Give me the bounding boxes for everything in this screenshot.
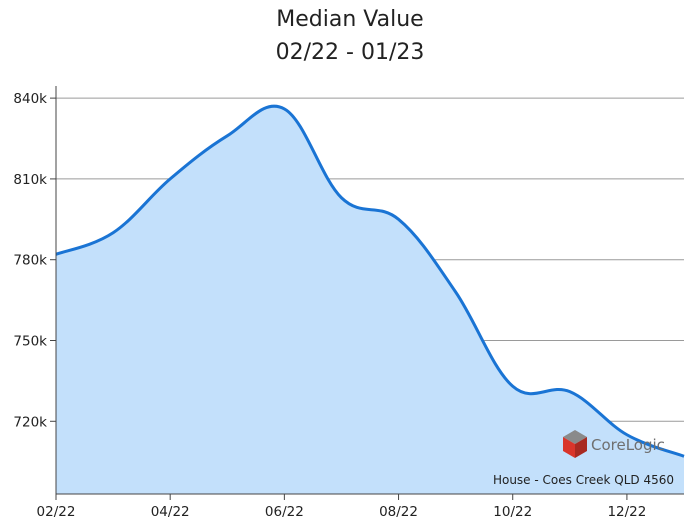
data-point-03/22 bbox=[111, 231, 115, 235]
brand-name: CoreLogic bbox=[591, 436, 665, 454]
area-fill bbox=[56, 106, 684, 495]
data-point-07/22 bbox=[339, 196, 343, 200]
y-tick-label: 780k bbox=[13, 253, 47, 269]
area-series bbox=[55, 104, 686, 495]
x-tick-label: 06/22 bbox=[265, 504, 304, 520]
data-point-08/22 bbox=[397, 217, 401, 221]
chart-title-line-2: 02/22 - 01/23 bbox=[276, 40, 425, 65]
data-point-01/23 bbox=[682, 454, 686, 458]
axes bbox=[55, 86, 684, 495]
x-tick-label: 08/22 bbox=[379, 504, 418, 520]
source-note: House - Coes Creek QLD 4560 bbox=[493, 473, 674, 487]
data-point-11/22 bbox=[568, 390, 572, 394]
y-tick-label: 750k bbox=[13, 333, 47, 349]
x-tick-label: 12/22 bbox=[607, 504, 646, 520]
chart-title-line-1: Median Value bbox=[276, 7, 423, 32]
x-tick-labels: 02/22 04/22 06/22 08/22 10/22 12/22 bbox=[37, 494, 646, 520]
data-point-04/22 bbox=[168, 177, 172, 181]
corelogic-logo: CoreLogic bbox=[563, 430, 665, 458]
data-point-10/22 bbox=[511, 384, 515, 388]
data-point-06/22 bbox=[282, 107, 286, 111]
y-tick-labels: 720k 750k 780k 810k 840k bbox=[13, 91, 47, 430]
data-point-05/22 bbox=[225, 134, 229, 138]
y-tick-label: 720k bbox=[13, 414, 47, 430]
x-tick-label: 02/22 bbox=[37, 504, 76, 520]
cube-icon bbox=[563, 430, 587, 458]
x-tick-label: 10/22 bbox=[493, 504, 532, 520]
x-tick-label: 04/22 bbox=[151, 504, 190, 520]
y-tick-label: 810k bbox=[13, 172, 47, 188]
y-tick-label: 840k bbox=[13, 91, 47, 107]
data-point-09/22 bbox=[454, 290, 458, 294]
series-line bbox=[55, 104, 685, 458]
